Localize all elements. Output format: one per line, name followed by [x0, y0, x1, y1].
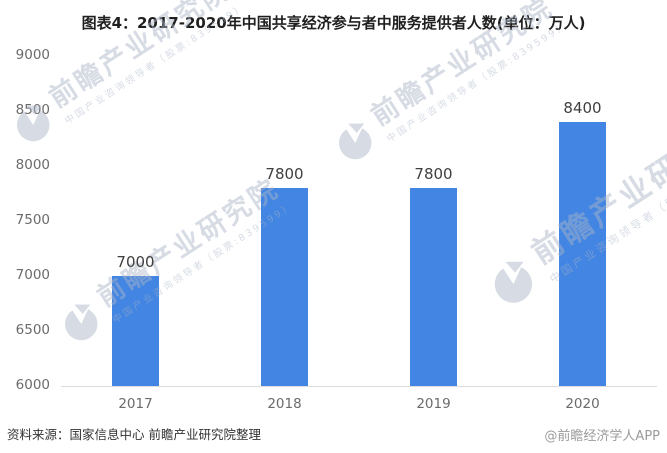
value-label-2020: 8400	[563, 99, 602, 117]
qianzhan-logo-icon	[494, 261, 533, 303]
watermark: 前瞻产业研究院 中国产业咨询领导者（股票:839599）	[3, 0, 248, 154]
chart-title: 图表4：2017-2020年中国共享经济参与者中服务提供者人数(单位：万人)	[81, 14, 586, 32]
bar-2019	[410, 188, 457, 386]
bar-2020	[559, 122, 606, 386]
y-tick-label: 9000	[15, 47, 50, 63]
y-tick-label: 7500	[15, 212, 50, 228]
x-tick-label-2017: 2017	[118, 396, 153, 412]
value-label-2017: 7000	[116, 253, 155, 271]
qianzhan-logo-icon	[65, 304, 98, 341]
bar-2018	[261, 188, 308, 386]
value-label-2018: 7800	[265, 165, 304, 183]
y-tick-label: 8500	[15, 102, 50, 118]
y-tick-label: 6000	[15, 377, 50, 393]
y-tick-label: 7000	[15, 267, 50, 283]
x-tick-label-2018: 2018	[267, 396, 302, 412]
y-tick-label: 6500	[15, 322, 50, 338]
watermark: 前瞻产业研究院 中国产业咨询领导者（股票:839599）	[325, 0, 570, 172]
watermark-tagline: 中国产业咨询领导者（股票:839599）	[63, 1, 248, 128]
credit-note: @前瞻经济学人APP	[544, 429, 660, 444]
source-note: 资料来源：国家信息中心 前瞻产业研究院整理	[7, 427, 261, 442]
qianzhan-logo-icon	[339, 123, 372, 160]
x-tick-label-2020: 2020	[565, 396, 600, 412]
watermark-tagline: 中国产业咨询领导者（股票:839599）	[385, 19, 570, 146]
x-axis-line	[61, 386, 657, 387]
x-tick-label-2019: 2019	[416, 396, 451, 412]
bar-2017	[112, 276, 159, 386]
y-tick-label: 8000	[15, 157, 50, 173]
watermark-brand: 前瞻产业研究院	[43, 0, 237, 115]
value-label-2019: 7800	[414, 165, 453, 183]
